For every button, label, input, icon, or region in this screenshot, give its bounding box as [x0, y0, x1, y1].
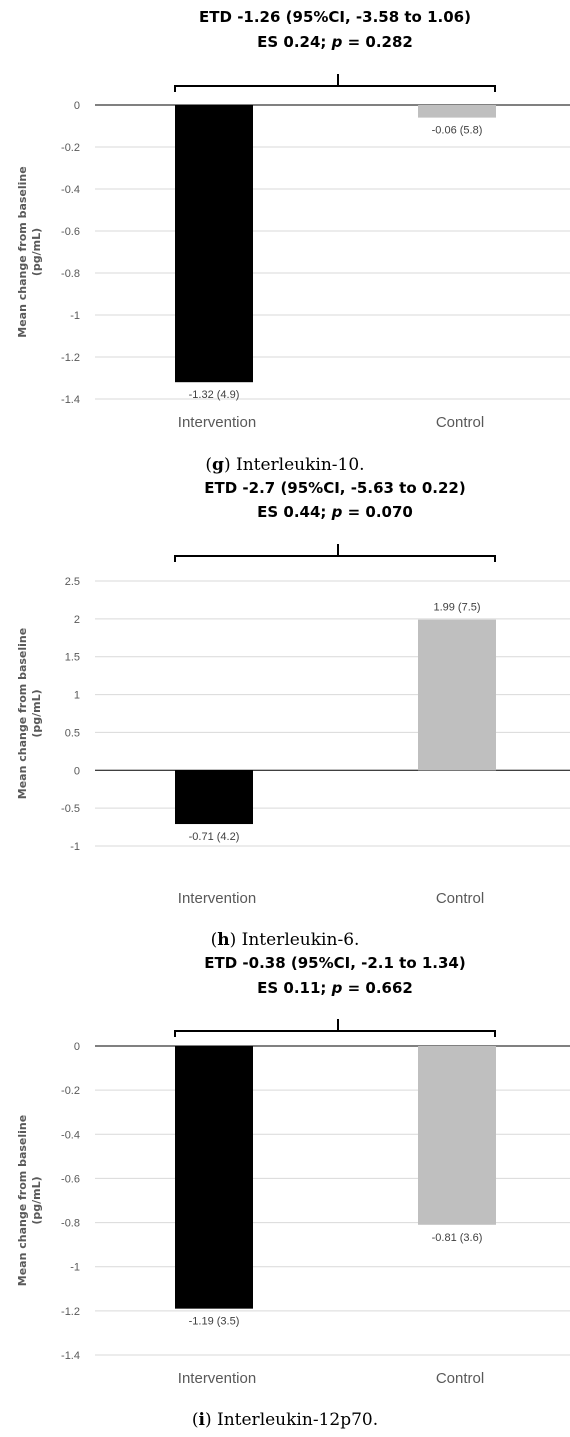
y-tick-label: -1.2 — [61, 352, 80, 364]
category-label: Control — [436, 414, 484, 431]
caption-title: ) Interleukin-12p70. — [205, 1410, 378, 1430]
comparison-bracket — [174, 85, 496, 92]
y-tick-label: 0.5 — [65, 727, 80, 739]
y-tick-label: 0 — [74, 1041, 80, 1053]
bar-intervention — [175, 1046, 253, 1309]
header-p-symbol: p — [331, 979, 343, 997]
y-tick-label: -0.2 — [61, 1085, 80, 1097]
panel-caption: (i) Interleukin-12p70. — [192, 1410, 378, 1430]
y-axis-label: Mean change from baseline (pg/mL) — [16, 166, 43, 337]
data-label: -0.71 (4.2) — [189, 831, 240, 843]
chart-header-es: ES 0.44; p = 0.070 — [257, 503, 413, 521]
y-tick-label: 0 — [74, 765, 80, 777]
header-p-symbol: p — [331, 503, 343, 521]
chart-header-es: ES 0.11; p = 0.662 — [257, 979, 413, 997]
y-tick-label: -0.5 — [61, 803, 80, 815]
data-label: -0.81 (3.6) — [432, 1232, 483, 1244]
y-tick-label: -0.8 — [61, 1218, 80, 1230]
category-label: Intervention — [178, 1370, 256, 1387]
data-label: 1.99 (7.5) — [433, 602, 480, 614]
data-label: -0.06 (5.8) — [432, 125, 483, 137]
y-axis-label: Mean change from baseline (pg/mL) — [16, 1115, 43, 1286]
y-tick-label: -0.2 — [61, 142, 80, 154]
y-tick-label: -1 — [70, 841, 80, 853]
header-es-prefix: ES 0.11; — [257, 979, 332, 997]
y-axis-label-line2: (pg/mL) — [30, 228, 43, 276]
header-p-value: = 0.070 — [342, 503, 412, 521]
y-tick-label: 2.5 — [65, 576, 80, 588]
header-p-symbol: p — [331, 33, 343, 51]
y-tick-label: 1.5 — [65, 652, 80, 664]
data-label: -1.32 (4.9) — [189, 389, 240, 401]
y-tick-label: -1.4 — [61, 1350, 80, 1362]
y-tick-label: -1.4 — [61, 394, 80, 406]
bar-control — [418, 619, 496, 771]
header-es-prefix: ES 0.24; — [257, 33, 332, 51]
caption-letter: h — [217, 930, 229, 950]
category-label: Control — [436, 1370, 484, 1387]
y-axis-label-line1: Mean change from baseline — [16, 166, 29, 337]
header-es-prefix: ES 0.44; — [257, 503, 332, 521]
y-tick-label: -0.4 — [61, 1129, 80, 1141]
chart-header-es: ES 0.24; p = 0.282 — [257, 33, 413, 51]
chart-header-etd: ETD -0.38 (95%CI, -2.1 to 1.34) — [204, 954, 465, 972]
y-tick-label: -0.4 — [61, 184, 80, 196]
caption-letter: g — [212, 455, 224, 475]
panel-caption: (h) Interleukin-6. — [211, 930, 360, 950]
y-tick-label: 0 — [74, 100, 80, 112]
chart-panel: ETD -1.26 (95%CI, -3.58 to 1.06) ES 0.24;… — [16, 8, 570, 475]
chart-panel: ETD -2.7 (95%CI, -5.63 to 0.22) ES 0.44; … — [16, 479, 570, 950]
y-tick-label: -0.8 — [61, 268, 80, 280]
chart-header-etd: ETD -2.7 (95%CI, -5.63 to 0.22) — [204, 479, 465, 497]
bar-control — [418, 105, 496, 118]
header-p-value: = 0.662 — [342, 979, 412, 997]
y-tick-label: 2 — [74, 614, 80, 626]
chart-panel: ETD -0.38 (95%CI, -2.1 to 1.34) ES 0.11; … — [16, 954, 570, 1430]
caption-title: ) Interleukin-6. — [230, 930, 360, 950]
y-tick-label: -1.2 — [61, 1306, 80, 1318]
y-axis-label: Mean change from baseline (pg/mL) — [16, 628, 43, 799]
y-tick-label: -0.6 — [61, 1173, 80, 1185]
y-tick-label: -1 — [70, 310, 80, 322]
y-axis-label-line1: Mean change from baseline — [16, 628, 29, 799]
caption-open: ( — [205, 455, 212, 475]
category-label: Intervention — [178, 414, 256, 431]
panel-caption: (g) Interleukin-10. — [205, 455, 364, 475]
bar-control — [418, 1046, 496, 1225]
caption-title: ) Interleukin-10. — [224, 455, 365, 475]
caption-letter: i — [199, 1410, 206, 1430]
comparison-bracket — [174, 1030, 496, 1037]
caption-open: ( — [211, 930, 218, 950]
y-axis-label-line1: Mean change from baseline — [16, 1115, 29, 1286]
y-tick-label: 1 — [74, 690, 80, 702]
data-label: -1.19 (3.5) — [189, 1316, 240, 1328]
category-label: Control — [436, 890, 484, 907]
category-label: Intervention — [178, 890, 256, 907]
chart-header-etd: ETD -1.26 (95%CI, -3.58 to 1.06) — [199, 8, 471, 26]
comparison-bracket — [174, 555, 496, 562]
bar-intervention — [175, 770, 253, 825]
y-axis-label-line2: (pg/mL) — [30, 689, 43, 737]
bar-intervention — [175, 105, 253, 383]
caption-open: ( — [192, 1410, 199, 1430]
y-axis-label-line2: (pg/mL) — [30, 1176, 43, 1224]
y-tick-label: -1 — [70, 1262, 80, 1274]
header-p-value: = 0.282 — [342, 33, 412, 51]
y-tick-label: -0.6 — [61, 226, 80, 238]
